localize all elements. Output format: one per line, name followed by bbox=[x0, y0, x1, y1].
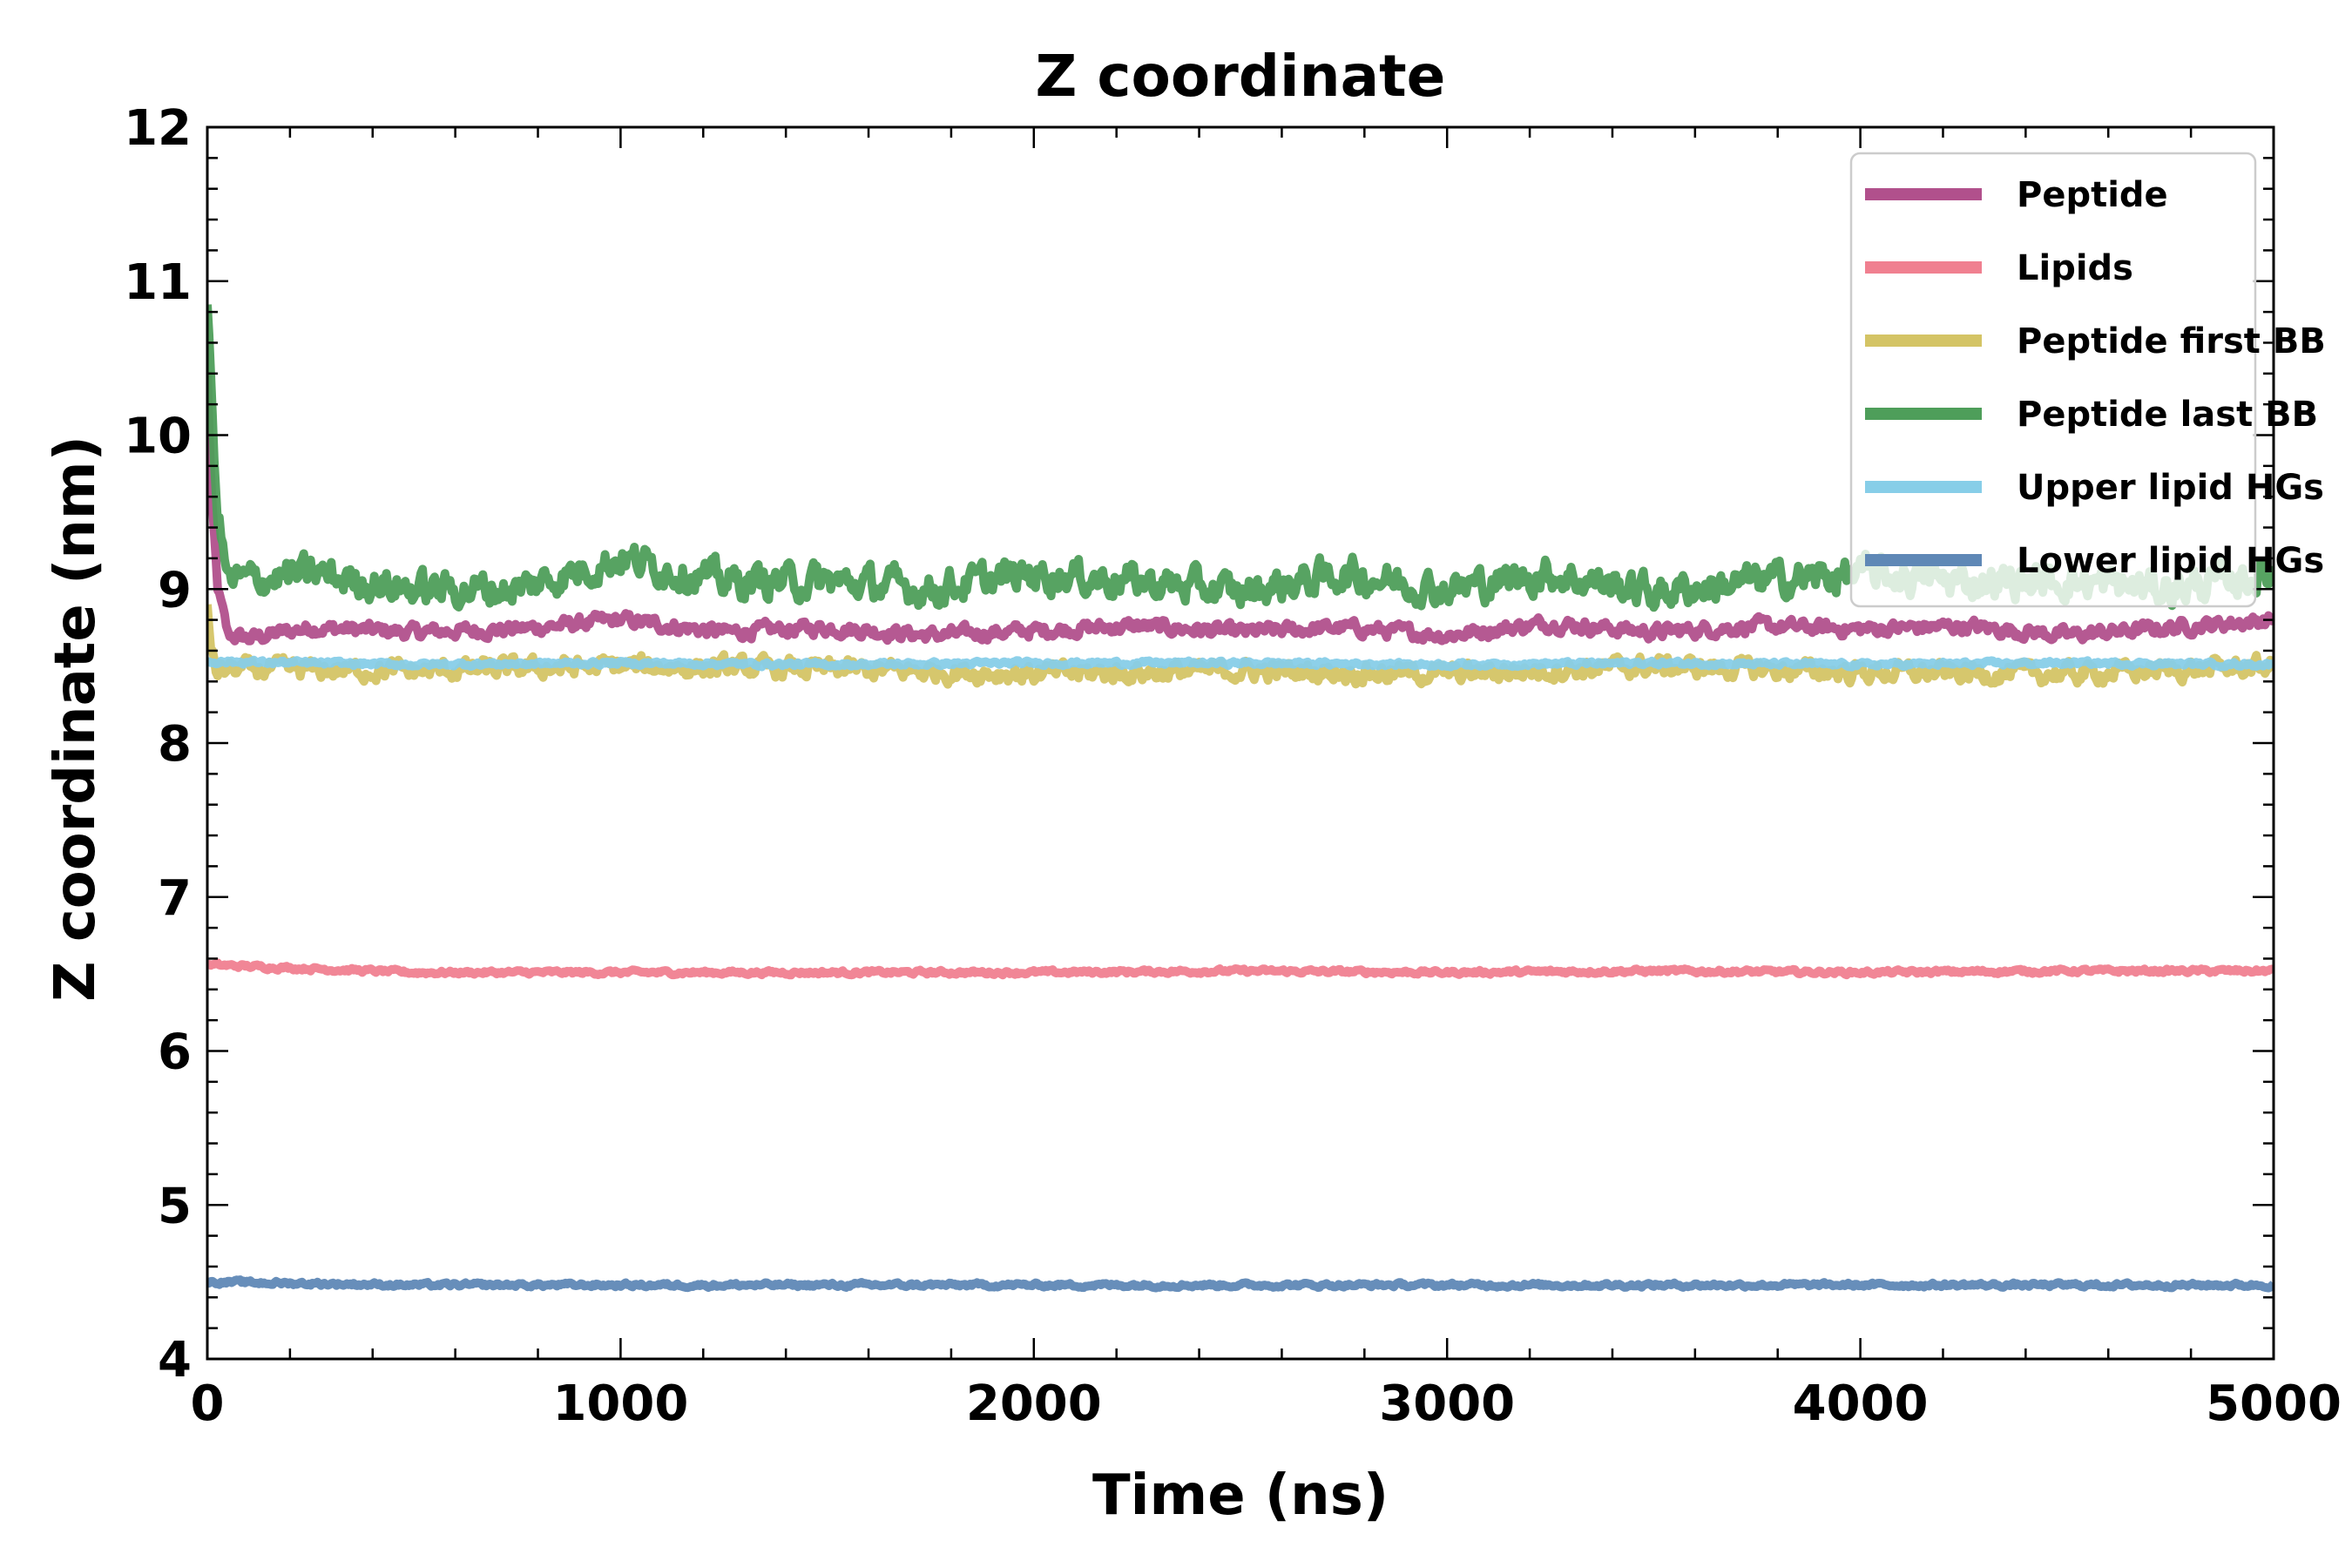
legend: Peptide Lipids Peptide first BB Peptide las… bbox=[1849, 152, 2326, 608]
y-tick-label: 7 bbox=[158, 870, 192, 927]
y-tick-label: 4 bbox=[158, 1332, 192, 1389]
y-tick-label: 11 bbox=[124, 254, 192, 311]
series-line-peptide-first-bb bbox=[207, 604, 2274, 689]
series-layer bbox=[207, 304, 2274, 1293]
legend-label: Lower lipid HGs bbox=[2017, 541, 2324, 581]
legend-label: Peptide last BB bbox=[2017, 395, 2318, 435]
x-tick-label: 5000 bbox=[2206, 1375, 2342, 1432]
series-line-lower-lipid-hgs bbox=[207, 1275, 2274, 1293]
legend-label: Peptide first BB bbox=[2017, 321, 2326, 362]
legend-label: Lipids bbox=[2017, 248, 2133, 288]
y-tick-label: 6 bbox=[158, 1024, 192, 1081]
y-tick-label: 8 bbox=[158, 716, 192, 773]
series-line-peptide bbox=[207, 371, 2274, 645]
x-axis-label: Time (ns) bbox=[1092, 1463, 1389, 1528]
legend-label: Peptide bbox=[2017, 175, 2168, 215]
series-line-lipids bbox=[207, 958, 2274, 980]
y-axis-label: Z coordinate (nm) bbox=[44, 436, 108, 1002]
legend-label: Upper lipid HGs bbox=[2017, 468, 2324, 508]
chart-title: Z coordinate bbox=[1036, 43, 1446, 110]
x-tick-label: 0 bbox=[191, 1375, 225, 1432]
x-tick-label: 4000 bbox=[1793, 1375, 1929, 1432]
x-tick-label: 2000 bbox=[966, 1375, 1102, 1432]
y-tick-label: 5 bbox=[158, 1178, 192, 1234]
x-tick-label: 3000 bbox=[1379, 1375, 1515, 1432]
y-tick-label: 12 bbox=[124, 100, 192, 157]
axes-layer: 0 1000 2000 3000 4000 5000 4 5 6 7 8 9 10 11 12 bbox=[124, 100, 2342, 1432]
y-tick-label: 10 bbox=[124, 409, 192, 465]
y-tick-label: 9 bbox=[158, 562, 192, 618]
x-tick-label: 1000 bbox=[552, 1375, 688, 1432]
series-line-upper-lipid-hgs bbox=[207, 655, 2274, 672]
legend-box bbox=[1849, 152, 2257, 608]
